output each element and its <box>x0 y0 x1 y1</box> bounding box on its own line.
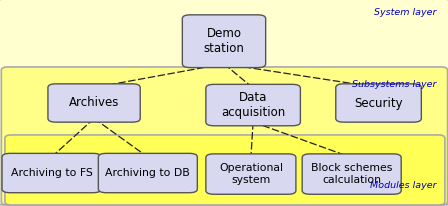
Text: Archives: Archives <box>69 96 119 110</box>
FancyBboxPatch shape <box>2 153 101 193</box>
Text: Operational
system: Operational system <box>219 163 283 185</box>
Text: Block schemes
calculation: Block schemes calculation <box>311 163 392 185</box>
FancyBboxPatch shape <box>182 15 266 68</box>
FancyBboxPatch shape <box>99 153 197 193</box>
FancyBboxPatch shape <box>302 154 401 194</box>
Text: Modules layer: Modules layer <box>370 180 437 190</box>
Text: Security: Security <box>354 96 403 110</box>
FancyBboxPatch shape <box>336 84 421 122</box>
FancyBboxPatch shape <box>5 135 445 205</box>
FancyBboxPatch shape <box>48 84 140 122</box>
Text: Subsystems layer: Subsystems layer <box>353 80 437 89</box>
FancyBboxPatch shape <box>206 154 296 194</box>
Text: Archiving to DB: Archiving to DB <box>105 168 190 178</box>
Text: Demo
station: Demo station <box>203 27 245 55</box>
FancyBboxPatch shape <box>206 84 300 126</box>
Text: System layer: System layer <box>375 8 437 17</box>
Text: Archiving to FS: Archiving to FS <box>11 168 92 178</box>
FancyBboxPatch shape <box>1 67 448 205</box>
Text: Data
acquisition: Data acquisition <box>221 91 285 119</box>
